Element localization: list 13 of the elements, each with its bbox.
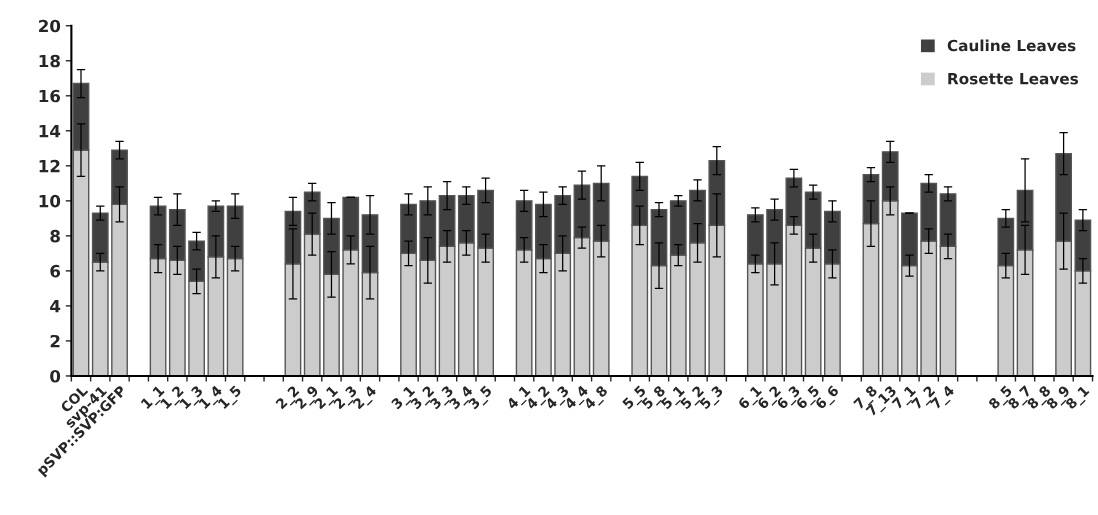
y-tick-label: 16 [39,89,61,103]
y-tick-label: 20 [39,19,61,33]
y-tick-label: 8 [50,229,60,243]
legend-label: Rosette Leaves [948,73,1079,85]
y-tick-label: 2 [50,334,60,348]
y-tick-label: 6 [50,264,61,278]
y-tick-label: 4 [50,300,61,313]
y-tick-label: 10 [39,194,61,208]
y-tick-label: 14 [39,124,61,138]
y-tick-label: 12 [39,159,60,173]
y-tick-label: 0 [50,369,61,383]
legend-label: Cauline Leaves [947,39,1076,52]
y-tick-label: 18 [39,54,60,68]
